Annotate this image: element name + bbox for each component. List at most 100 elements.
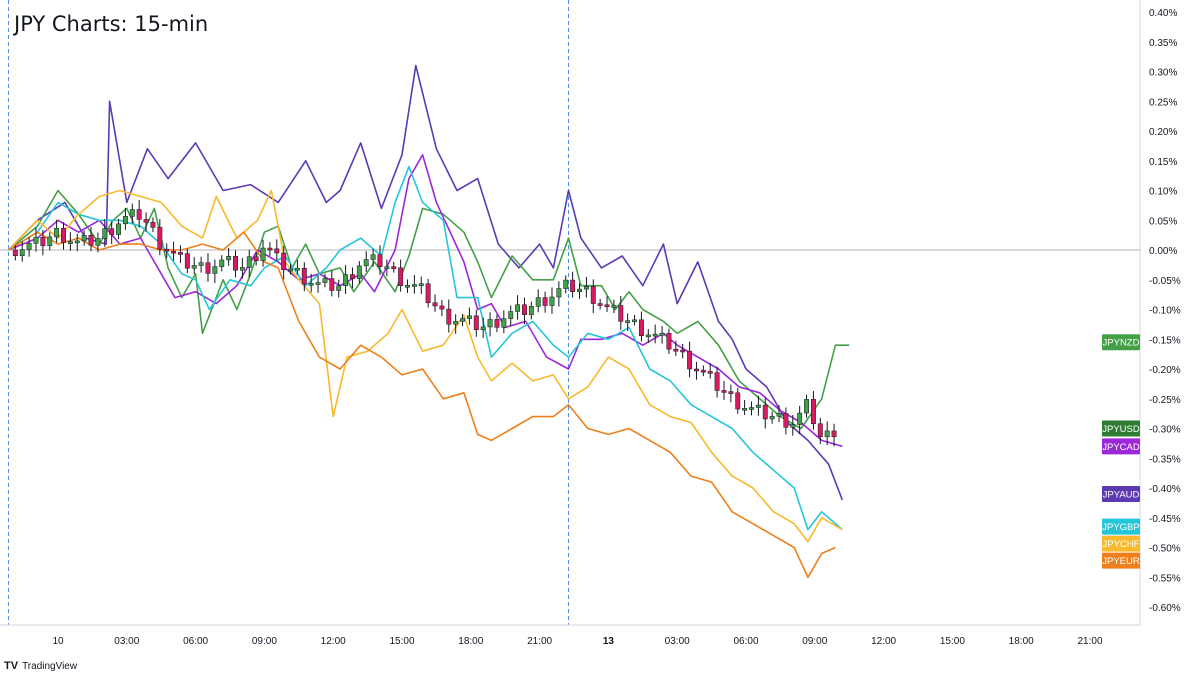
candle-body	[54, 227, 60, 238]
x-tick-label: 21:00	[527, 636, 552, 647]
y-tick-label: -0.45%	[1149, 514, 1181, 525]
badge-jpychf	[1102, 535, 1140, 552]
y-tick-label: -0.05%	[1149, 276, 1181, 287]
candle-body	[33, 236, 39, 244]
candle-body	[253, 256, 259, 261]
y-tick-label: 0.40%	[1149, 8, 1177, 19]
x-tick-label: 03:00	[665, 636, 690, 647]
candle-body	[191, 265, 197, 269]
badge-jpycad	[1102, 438, 1140, 455]
candle-body	[150, 221, 156, 228]
candle-body	[425, 283, 431, 304]
y-tick-label: -0.20%	[1149, 365, 1181, 376]
badge-label-jpygbp: JPYGBP	[1102, 522, 1140, 533]
candle-body	[336, 285, 342, 291]
y-tick-label: 0.30%	[1149, 68, 1177, 79]
candle-body	[625, 320, 631, 323]
brand-label: TradingView	[22, 660, 78, 672]
candle-body	[831, 430, 837, 438]
candle-body	[143, 219, 149, 223]
x-tick-label: 18:00	[458, 636, 483, 647]
candle-body	[597, 303, 603, 306]
candle-body	[47, 236, 53, 246]
candle-body	[219, 259, 225, 267]
candle-body	[439, 305, 445, 310]
candle-body	[824, 430, 830, 438]
candle-body	[590, 286, 596, 304]
candle-body	[88, 235, 94, 246]
candle-body	[460, 318, 465, 322]
x-tick-label: 15:00	[389, 636, 414, 647]
candle-body	[707, 371, 713, 374]
x-tick-label: 09:00	[252, 636, 277, 647]
badge-jpyaud	[1102, 485, 1140, 502]
candle-body	[570, 279, 576, 292]
candle-body	[329, 278, 335, 291]
y-tick-label: 0.10%	[1149, 187, 1177, 198]
y-tick-label: 0.35%	[1149, 38, 1177, 49]
candle-body	[542, 297, 548, 306]
badge-jpyeur	[1102, 552, 1140, 569]
y-tick-label: -0.50%	[1149, 544, 1181, 555]
candle-body	[522, 304, 527, 315]
candle-body	[26, 243, 32, 250]
candle-body	[377, 254, 383, 267]
candle-body	[294, 267, 300, 271]
tradingview-logo-icon: TV	[4, 660, 19, 672]
badge-jpynzd	[1102, 334, 1140, 351]
candle-body	[632, 319, 637, 323]
badge-label-jpycad: JPYCAD	[1102, 442, 1140, 453]
candle-body	[212, 266, 218, 274]
candle-body	[535, 297, 541, 307]
y-tick-label: -0.55%	[1149, 573, 1181, 584]
series-line-jpyeur	[8, 231, 836, 579]
candle-body	[136, 209, 142, 220]
candle-body	[178, 252, 183, 255]
y-tick-label: -0.40%	[1149, 484, 1181, 495]
candle-body	[405, 285, 410, 288]
candle-body	[755, 404, 761, 408]
badge-label-jpyaud: JPYAUD	[1103, 489, 1140, 500]
x-tick-label: 21:00	[1077, 636, 1102, 647]
badge-jpyusd	[1102, 420, 1140, 437]
series-line-jpycad	[8, 154, 843, 448]
candle-body	[198, 262, 204, 266]
candle-body	[171, 250, 177, 254]
candle-body	[184, 253, 190, 269]
candle-body	[239, 267, 245, 271]
series-line-jpychf	[7, 189, 843, 543]
candle-body	[487, 319, 493, 328]
candle-body	[515, 304, 521, 312]
candle-body	[391, 266, 397, 269]
candle-body	[721, 390, 727, 393]
y-tick-label: -0.10%	[1149, 306, 1181, 317]
candle-body	[776, 413, 782, 417]
candle-body	[446, 308, 452, 325]
candle-body	[790, 424, 796, 428]
x-tick-label: 03:00	[114, 636, 139, 647]
candle-body	[466, 315, 472, 319]
y-tick-label: 0.20%	[1149, 127, 1177, 138]
candle-body	[604, 304, 610, 307]
x-tick-label: 12:00	[321, 636, 346, 647]
candle-body	[164, 248, 170, 252]
badge-jpygbp	[1102, 518, 1140, 535]
candle-body	[267, 247, 273, 251]
candle-body	[288, 268, 293, 272]
y-tick-label: -0.35%	[1149, 454, 1181, 465]
candle-body	[453, 321, 459, 325]
y-tick-label: 0.05%	[1149, 216, 1177, 227]
candle-body	[494, 319, 500, 328]
candle-body	[583, 286, 589, 290]
chart-title: JPY Charts: 15-min	[14, 12, 209, 36]
candle-body	[797, 412, 803, 425]
y-tick-label: -0.30%	[1149, 425, 1181, 436]
candle-body	[418, 283, 424, 286]
x-tick-label: 13	[603, 636, 615, 647]
candle-body	[473, 315, 479, 330]
candle-body	[666, 333, 672, 350]
candle-body	[12, 249, 18, 256]
candle-body	[728, 391, 734, 394]
badge-label-jpychf: JPYCHF	[1103, 539, 1140, 550]
